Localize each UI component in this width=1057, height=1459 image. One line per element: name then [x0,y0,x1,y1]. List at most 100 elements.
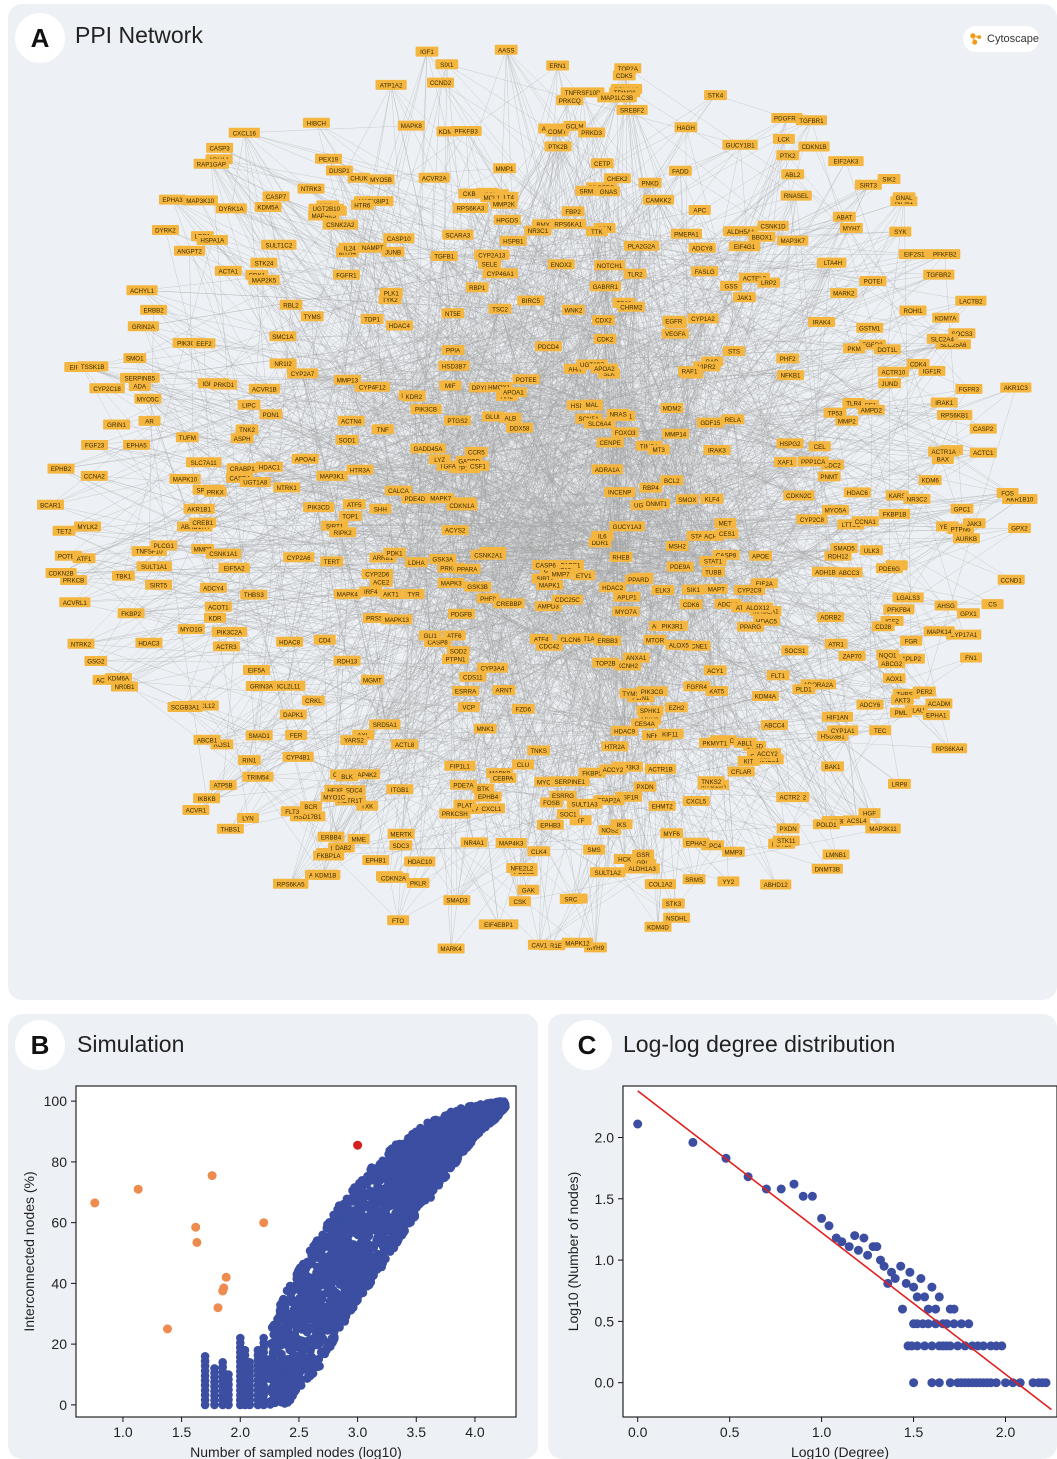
gene-node: PRKD1 [210,379,238,390]
gene-node: IL6 [591,530,614,541]
gene-node-label: CDK6 [683,602,700,609]
gene-node-label: YY2 [723,879,735,886]
gene-node-label: ABCC3 [839,570,860,577]
gene-node-label: HSD3B7 [442,363,467,370]
gene-node: FGFR4 [683,681,711,692]
gene-node-label: ERBB4 [321,834,342,841]
gene-node-label: PXDN [636,784,653,791]
gene-node-label: ACTR1B [648,767,672,774]
gene-node: FGFR1 [332,269,360,280]
gene-node: KDR2 [402,391,426,402]
gene-node: GRIN1 [103,419,131,430]
gene-node-label: MNK1 [477,726,495,733]
gene-node: CYP46A1 [482,268,518,279]
gene-node-label: MAPK3 [441,581,463,588]
gene-node-label: SMC1A [272,334,294,341]
gene-node: FADD [669,165,692,176]
gene-node-label: GUCY1B1 [726,142,755,149]
network-edge [182,705,348,777]
gene-node-label: AKR1B1 [187,506,211,513]
gene-node: DOT1L [873,344,901,355]
gene-node-label: ACVRL1 [63,600,88,607]
gene-node-label: VEGFA [665,331,687,338]
gene-node: MAP3K1 [316,470,348,481]
gene-node: PLCG1 [150,540,178,551]
gene-node-label: TERT [324,559,340,566]
gene-node-label: CDK4 [910,362,927,369]
gene-node: PXDN [633,781,657,792]
gene-node-label: HSPG2 [780,441,802,448]
gene-node: ACTR1A [928,446,960,457]
gene-node: CHRM2 [617,301,645,312]
gene-node: SOD1 [335,434,359,445]
gene-node: EPHA2 [682,837,710,848]
gene-node: CCNA1 [851,516,879,527]
gene-node: IGF1 [415,46,439,57]
gene-node-label: TDP1 [364,317,380,324]
gene-node-label: FGR [905,638,919,645]
gene-node-label: SIRT3 [860,182,878,189]
gene-node-label: SIX1 [440,62,454,69]
gene-node-label: SOD1 [339,438,356,445]
gene-node-label: KDR [208,615,222,622]
gene-node-label: AKT1 [383,592,399,599]
gene-node: EPHB3 [536,819,564,830]
gene-node: EPHB4 [474,791,502,802]
gene-node: TNF [371,424,394,435]
gene-node-label: MT3 [653,447,666,454]
gene-node: CDC25C [551,594,583,605]
gene-node: LGALS3 [892,592,924,603]
gene-node-label: PLAT [457,802,472,809]
gene-node-label: GSK3A [432,557,454,564]
gene-node-label: IGF1R [923,369,942,376]
gene-node: MT3 [647,444,670,455]
gene-node-label: MAP3K10 [186,198,214,205]
gene-node: FIP1L1 [444,760,476,771]
gene-node: ACTR10 [877,366,909,377]
gene-node-label: CASP10 [387,236,411,243]
gene-node-label: SCGB3A1 [171,705,200,712]
gene-node-label: PTK2B [548,144,568,151]
gene-node-label: GRIN2A [132,324,156,331]
gene-node: APOA1 [499,387,527,398]
y-axis-label: Interconnected nodes (%) [21,1171,37,1331]
gene-node-label: ATF5 [347,502,362,509]
gene-node-label: NTRK2 [71,641,92,648]
y-tick-label: 100 [44,1093,68,1109]
gene-node-label: CLK4 [531,849,547,856]
gene-node: CRKL [302,695,325,706]
network-edge [195,498,415,811]
gene-node-label: NOTCH1 [597,263,623,270]
gene-node: EIF4EBP1 [478,919,519,930]
gene-node: ABAT [832,211,856,222]
gene-node-label: CCND1 [1001,577,1023,584]
gene-node: FGF23 [81,440,109,450]
gene-node: SIX1 [435,59,459,70]
gene-node-label: APOA2 [594,366,615,373]
gene-node-label: SRMS [685,877,703,884]
gene-node-label: CCR5 [468,450,485,457]
gene-node-label: TLR2 [627,271,643,278]
gene-node-label: LGALS3 [896,595,920,602]
network-edge [798,461,814,496]
gene-node-label: NSDHL [666,915,688,922]
gene-node: INCENP [604,487,636,498]
gene-node-label: MYO5B [370,177,392,184]
gene-node-label: PIK3C2A [217,630,243,637]
gene-node: KIF11 [656,728,684,739]
gene-node: ACADM [925,698,953,709]
gene-node: ADRB2 [817,612,845,623]
gene-node-label: CCND2 [430,80,452,87]
gene-node: AKR1B1 [183,503,215,514]
gene-node: PPARA [453,563,481,574]
gene-node: CAV1 [527,939,551,950]
gene-node-label: IRAK4 [813,320,831,327]
gene-node-label: TOP2B [596,660,616,667]
gene-node-label: MAPK14 [927,629,952,636]
gene-node: GNAS [597,186,620,197]
network-edge [278,244,604,321]
gene-node: GSK3A [429,554,457,564]
gene-node-label: WNK2 [564,307,582,314]
gene-node-label: KLF4 [705,496,720,503]
gene-node-label: PKM [847,346,860,353]
